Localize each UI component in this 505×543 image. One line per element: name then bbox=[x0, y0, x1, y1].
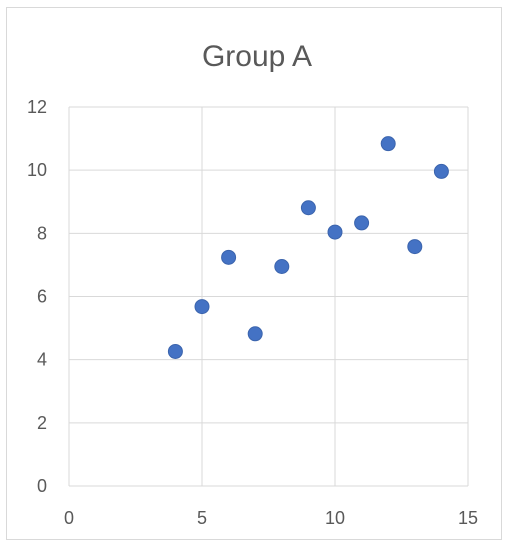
data-point bbox=[247, 326, 263, 342]
data-point bbox=[221, 249, 237, 265]
y-tick-label: 10 bbox=[27, 160, 47, 180]
data-point bbox=[274, 258, 290, 274]
data-points bbox=[167, 136, 449, 359]
grid-lines bbox=[68, 106, 469, 487]
y-tick-label: 12 bbox=[27, 97, 47, 117]
data-point bbox=[407, 239, 423, 255]
data-point bbox=[327, 224, 343, 240]
y-tick-label: 8 bbox=[37, 223, 47, 243]
chart-title: Group A bbox=[202, 40, 312, 73]
x-tick-label: 10 bbox=[325, 508, 345, 528]
y-tick-label: 2 bbox=[37, 413, 47, 433]
data-point bbox=[354, 215, 370, 231]
y-tick-label: 4 bbox=[37, 350, 47, 370]
data-point bbox=[300, 200, 316, 216]
tick-labels: 0 2 4 6 8 10 12 0 5 10 15 bbox=[27, 97, 478, 528]
data-point bbox=[194, 299, 210, 315]
data-point bbox=[380, 136, 396, 152]
y-tick-label: 0 bbox=[37, 476, 47, 496]
x-tick-label: 0 bbox=[64, 508, 74, 528]
chart-frame bbox=[6, 7, 502, 540]
y-tick-label: 6 bbox=[37, 287, 47, 307]
data-point bbox=[433, 163, 449, 179]
x-tick-label: 15 bbox=[458, 508, 478, 528]
data-point bbox=[167, 343, 183, 359]
x-tick-label: 5 bbox=[197, 508, 207, 528]
